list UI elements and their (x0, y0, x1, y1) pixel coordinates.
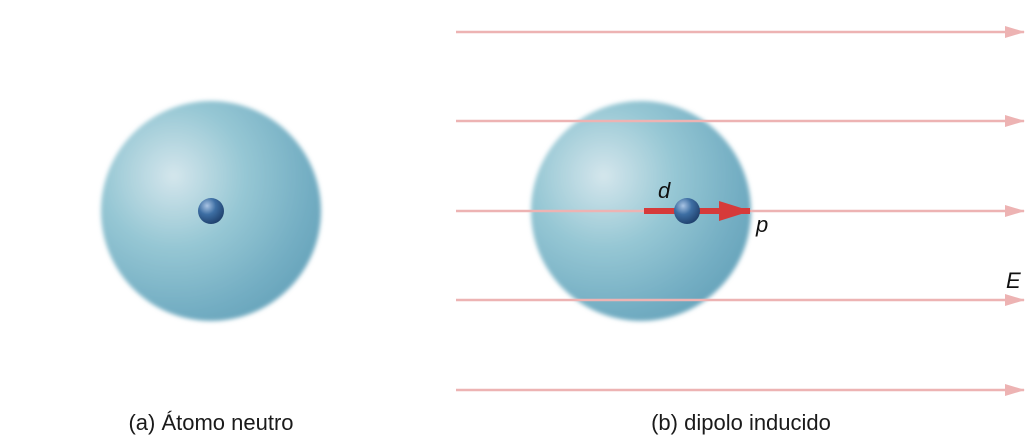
caption-induced-dipole: (b) dipolo inducido (651, 410, 831, 435)
label-d: d (658, 178, 671, 203)
label-E: E (1006, 268, 1021, 293)
label-p: p (755, 212, 768, 237)
neutral-atom (101, 101, 321, 321)
caption-neutral-atom: (a) Átomo neutro (128, 410, 294, 435)
nucleus-b (674, 198, 700, 224)
nucleus-a (198, 198, 224, 224)
